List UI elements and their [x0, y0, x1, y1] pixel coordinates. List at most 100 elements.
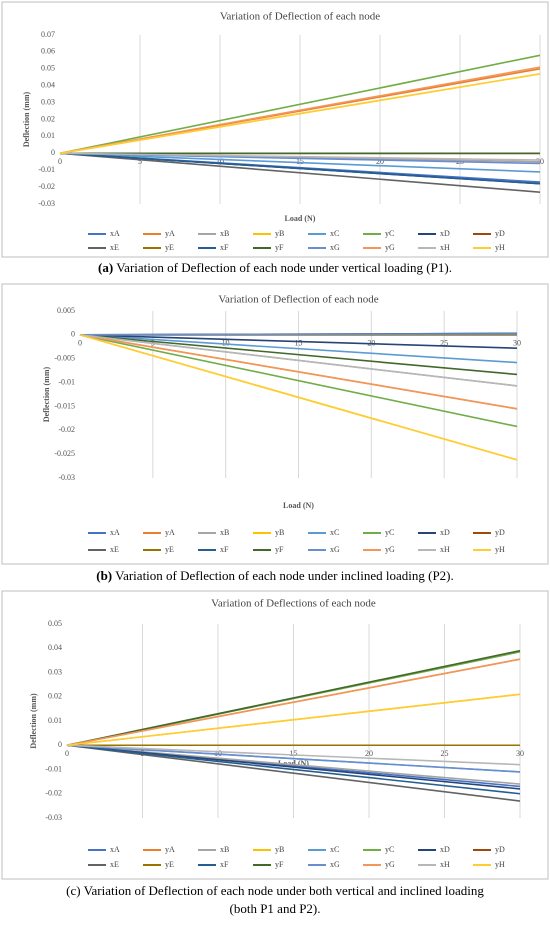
y-axis-label: Deflection (mm)	[42, 367, 51, 423]
legend-label: xE	[110, 860, 119, 869]
legend-label: yD	[495, 528, 505, 537]
legend-label: yA	[165, 845, 175, 854]
legend-label: yG	[385, 243, 395, 252]
x-axis-label: Load (N)	[283, 501, 314, 510]
series-line	[79, 334, 518, 350]
legend-label: yF	[275, 243, 284, 252]
legend-label: yC	[385, 229, 394, 238]
legend-label: yE	[165, 243, 174, 252]
series-line	[66, 693, 521, 747]
y-tick-label: -0.01	[38, 165, 55, 174]
x-tick-label: 25	[441, 749, 449, 758]
series-line	[66, 744, 521, 790]
x-axis-label: Load (N)	[285, 214, 316, 223]
y-tick-label: -0.03	[38, 199, 55, 208]
chart-frame	[1, 1, 549, 258]
legend-label: xB	[220, 229, 229, 238]
caption: (a) Variation of Deflection of each node…	[98, 260, 452, 275]
legend-label: xC	[330, 528, 339, 537]
y-tick-label: -0.02	[58, 425, 75, 434]
x-tick-label: 10	[222, 339, 230, 348]
series-line	[59, 152, 541, 173]
caption: (c) Variation of Deflection of each node…	[66, 883, 484, 898]
series-line	[66, 744, 521, 795]
x-tick-label: 0	[65, 749, 69, 758]
y-tick-label: 0.03	[41, 97, 55, 106]
y-tick-label: 0.03	[48, 667, 62, 676]
y-tick-label: 0.04	[41, 81, 55, 90]
legend-label: xE	[110, 545, 119, 554]
y-tick-label: -0.015	[54, 401, 75, 410]
x-tick-label: 20	[365, 749, 373, 758]
x-tick-label: 5	[138, 157, 142, 166]
legend-label: yD	[495, 845, 505, 854]
legend-label: yH	[495, 860, 505, 869]
x-tick-label: 15	[290, 749, 298, 758]
legend-label: xF	[220, 545, 229, 554]
legend-label: xG	[330, 243, 340, 252]
series-line	[66, 649, 521, 747]
x-tick-label: 30	[513, 339, 521, 348]
series-line	[59, 54, 541, 155]
y-tick-label: -0.02	[45, 789, 62, 798]
y-tick-label: -0.03	[45, 813, 62, 822]
series-line	[66, 744, 521, 773]
series-line	[79, 334, 518, 364]
x-tick-label: 0	[58, 157, 62, 166]
legend-label: yH	[495, 545, 505, 554]
x-tick-label: 20	[376, 157, 384, 166]
caption-label: (b)	[96, 568, 112, 583]
caption-text: Variation of Deflection of each node und…	[84, 883, 485, 898]
x-axis-label: Load (N)	[278, 759, 309, 768]
legend-label: xA	[110, 845, 120, 854]
caption-text: (both P1 and P2).	[230, 901, 321, 916]
y-axis-label: Deflection (mm)	[22, 92, 31, 148]
legend-label: xA	[110, 229, 120, 238]
y-tick-label: 0.005	[57, 306, 75, 315]
legend-label: xC	[330, 845, 339, 854]
series-line	[79, 334, 518, 387]
legend-label: yD	[495, 229, 505, 238]
y-tick-label: -0.025	[54, 449, 75, 458]
series-line	[66, 658, 521, 747]
caption-text: Variation of Deflection of each node und…	[116, 260, 452, 275]
chart-frame	[1, 283, 549, 565]
legend-label: xB	[220, 845, 229, 854]
series-line	[59, 152, 541, 161]
caption: (both P1 and P2).	[230, 901, 321, 916]
legend-label: xF	[220, 243, 229, 252]
series-line	[59, 152, 541, 193]
legend-label: yB	[275, 845, 284, 854]
chart-title: Variation of Deflections of each node	[211, 598, 376, 610]
legend-label: yC	[385, 845, 394, 854]
legend-label: xH	[440, 545, 450, 554]
chart-title: Variation of Deflection of each node	[218, 294, 378, 306]
y-tick-label: -0.005	[54, 354, 75, 363]
y-tick-label: 0.05	[41, 64, 55, 73]
series-line	[66, 744, 521, 802]
legend-label: xE	[110, 243, 119, 252]
y-tick-label: 0	[51, 148, 55, 157]
legend-label: xD	[440, 845, 450, 854]
series-line	[79, 334, 518, 428]
x-tick-label: 10	[216, 157, 224, 166]
legend-label: xC	[330, 229, 339, 238]
legend-label: yG	[385, 545, 395, 554]
legend-label: xB	[220, 528, 229, 537]
series-line	[79, 334, 518, 410]
chart-frame	[1, 590, 549, 880]
y-tick-label: -0.03	[58, 473, 75, 482]
legend-label: xG	[330, 545, 340, 554]
y-axis-label: Deflection (mm)	[29, 693, 38, 749]
series-line	[66, 744, 521, 766]
legend-label: xD	[440, 528, 450, 537]
legend-label: yE	[165, 545, 174, 554]
chart-title: Variation of Deflection of each node	[220, 11, 380, 23]
legend-label: yH	[495, 243, 505, 252]
legend-label: yB	[275, 229, 284, 238]
legend-label: yF	[275, 545, 284, 554]
y-tick-label: 0.07	[41, 30, 55, 39]
x-tick-label: 15	[295, 339, 303, 348]
y-tick-label: 0.02	[48, 692, 62, 701]
